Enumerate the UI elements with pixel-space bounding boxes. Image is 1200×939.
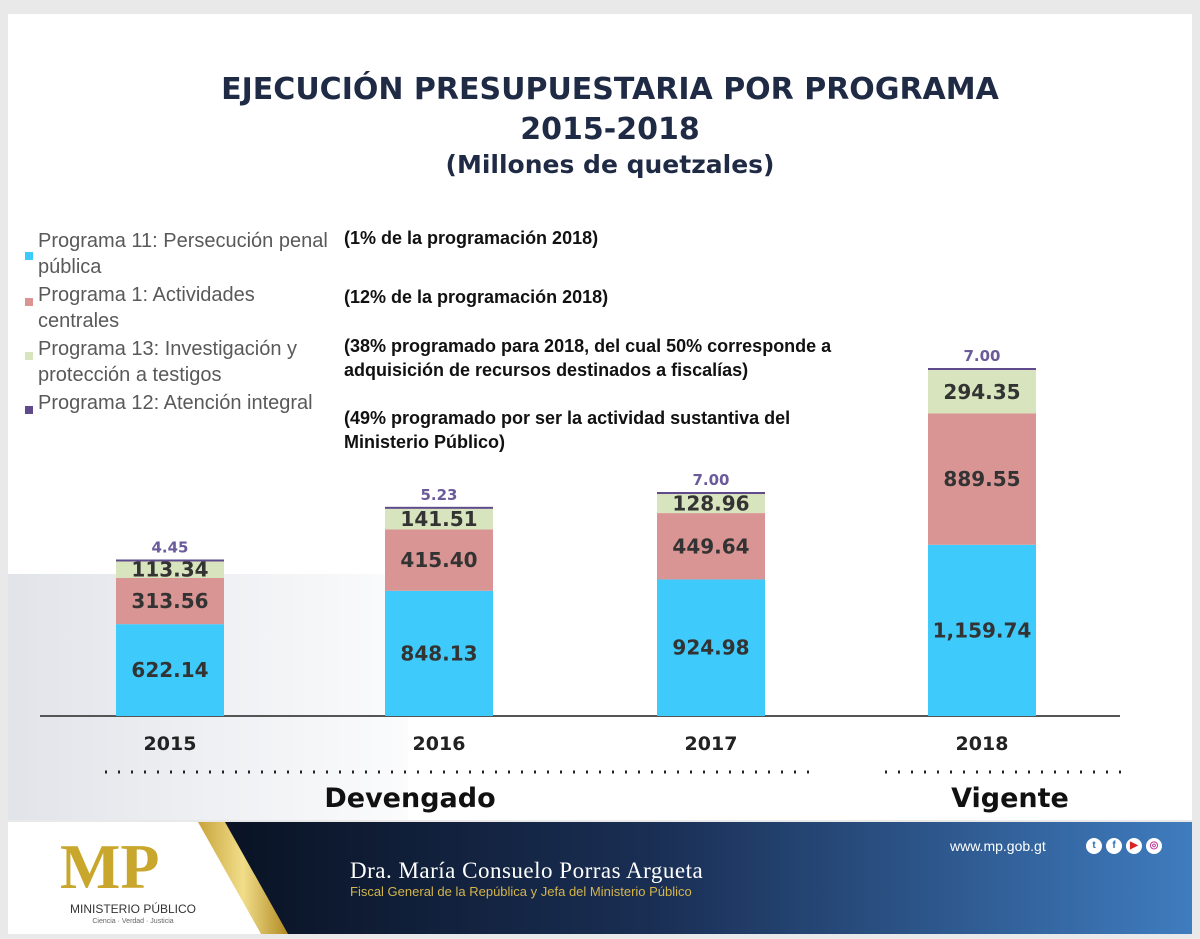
note-programa-13: (38% programado para 2018, del cual 50% … <box>344 336 832 380</box>
chart-title: EJECUCIÓN PRESUPUESTARIA POR PROGRAMA <box>221 72 999 107</box>
data-label: 128.96 <box>672 492 749 516</box>
bar-segment-2017-s1 <box>657 513 765 580</box>
bar-segment-2015-s3 <box>116 559 224 562</box>
data-label: 848.13 <box>400 641 477 665</box>
legend-item-programa-1: Programa 1: Actividades centrales <box>25 282 338 334</box>
twitter-icon[interactable]: t <box>1086 838 1102 854</box>
org-name: MINISTERIO PÚBLICO <box>69 902 197 916</box>
bar-segment-2018-s2 <box>928 370 1036 414</box>
data-label: 294.35 <box>943 380 1020 404</box>
legend-item-programa-13: Programa 13: Investigación y protección … <box>25 336 338 388</box>
group-label-devengado: Devengado <box>324 783 495 814</box>
data-label: 1,159.74 <box>933 618 1032 642</box>
bar-segment-2016-s1 <box>385 529 493 591</box>
bar-segment-2018-s1 <box>928 413 1036 545</box>
data-label: 889.55 <box>943 467 1020 491</box>
data-label: 449.64 <box>672 534 749 558</box>
bar-segment-2017-s2 <box>657 494 765 514</box>
bar-segment-2016-s3 <box>385 506 493 509</box>
x-tick-label: 2015 <box>144 733 197 755</box>
data-label: 313.56 <box>131 589 208 613</box>
bar-segment-2016-s0 <box>385 590 493 716</box>
x-tick-label: 2016 <box>413 733 466 755</box>
data-label: 924.98 <box>672 636 749 660</box>
data-label: 4.45 <box>151 538 188 556</box>
bar-segment-2016-s2 <box>385 508 493 530</box>
x-tick-label: 2017 <box>685 733 738 755</box>
data-label: 622.14 <box>131 658 208 682</box>
legend-label: Programa 12: Atención integral <box>38 392 313 414</box>
legend-swatch <box>25 406 33 414</box>
instagram-icon[interactable]: ◎ <box>1146 838 1162 854</box>
bar-segment-2015-s0 <box>116 624 224 716</box>
data-label: 5.23 <box>420 486 457 504</box>
data-label: 415.40 <box>400 548 477 572</box>
legend-item-programa-12: Programa 12: Atención integral <box>25 390 338 416</box>
group-label-vigente: Vigente <box>951 783 1069 814</box>
facebook-icon[interactable]: f <box>1106 838 1122 854</box>
x-tick-label: 2018 <box>956 733 1009 755</box>
bar-segment-2015-s1 <box>116 577 224 625</box>
bar-segment-2018-s3 <box>928 368 1036 370</box>
official-name: Dra. María Consuelo Porras Argueta <box>350 858 704 883</box>
legend-swatch <box>25 298 33 306</box>
website-link[interactable]: www.mp.gob.gt <box>950 838 1046 854</box>
note-programa-12: (1% de la programación 2018) <box>344 228 599 248</box>
note-programa-11: (49% programado por ser la actividad sus… <box>344 408 791 452</box>
note-programa-1: (12% de la programación 2018) <box>344 287 609 307</box>
footer-banner: MP MINISTERIO PÚBLICO Ciencia · Verdad ·… <box>8 822 1192 934</box>
legend-swatch <box>25 352 33 360</box>
youtube-icon[interactable]: ▶ <box>1126 838 1142 854</box>
bar-segment-2015-s2 <box>116 561 224 578</box>
data-label: 7.00 <box>963 347 1000 365</box>
bar-segment-2017-s0 <box>657 579 765 716</box>
data-label: 7.00 <box>692 471 729 489</box>
bar-segment-2018-s0 <box>928 544 1036 716</box>
legend-label: Programa 11: Persecución penal pública <box>38 230 328 278</box>
chart-units: (Millones de quetzales) <box>445 150 775 179</box>
legend-swatch <box>25 252 33 260</box>
data-label: 141.51 <box>400 507 477 531</box>
bar-segment-2017-s3 <box>657 492 765 495</box>
legend-item-programa-11: Programa 11: Persecución penal pública <box>25 228 338 280</box>
legend-label: Programa 1: Actividades centrales <box>38 284 255 332</box>
official-role: Fiscal General de la República y Jefa de… <box>350 884 692 899</box>
mp-logo: MP <box>60 831 160 902</box>
chart-years: 2015-2018 <box>520 112 700 147</box>
data-label: 113.34 <box>131 558 208 582</box>
stacked-bar-chart: 622.14 313.56 113.34 4.45 2015 848.13 415.40 14… <box>40 347 1130 814</box>
legend-label: Programa 13: Investigación y protección … <box>38 338 298 386</box>
org-motto: Ciencia · Verdad · Justicia <box>92 918 174 925</box>
